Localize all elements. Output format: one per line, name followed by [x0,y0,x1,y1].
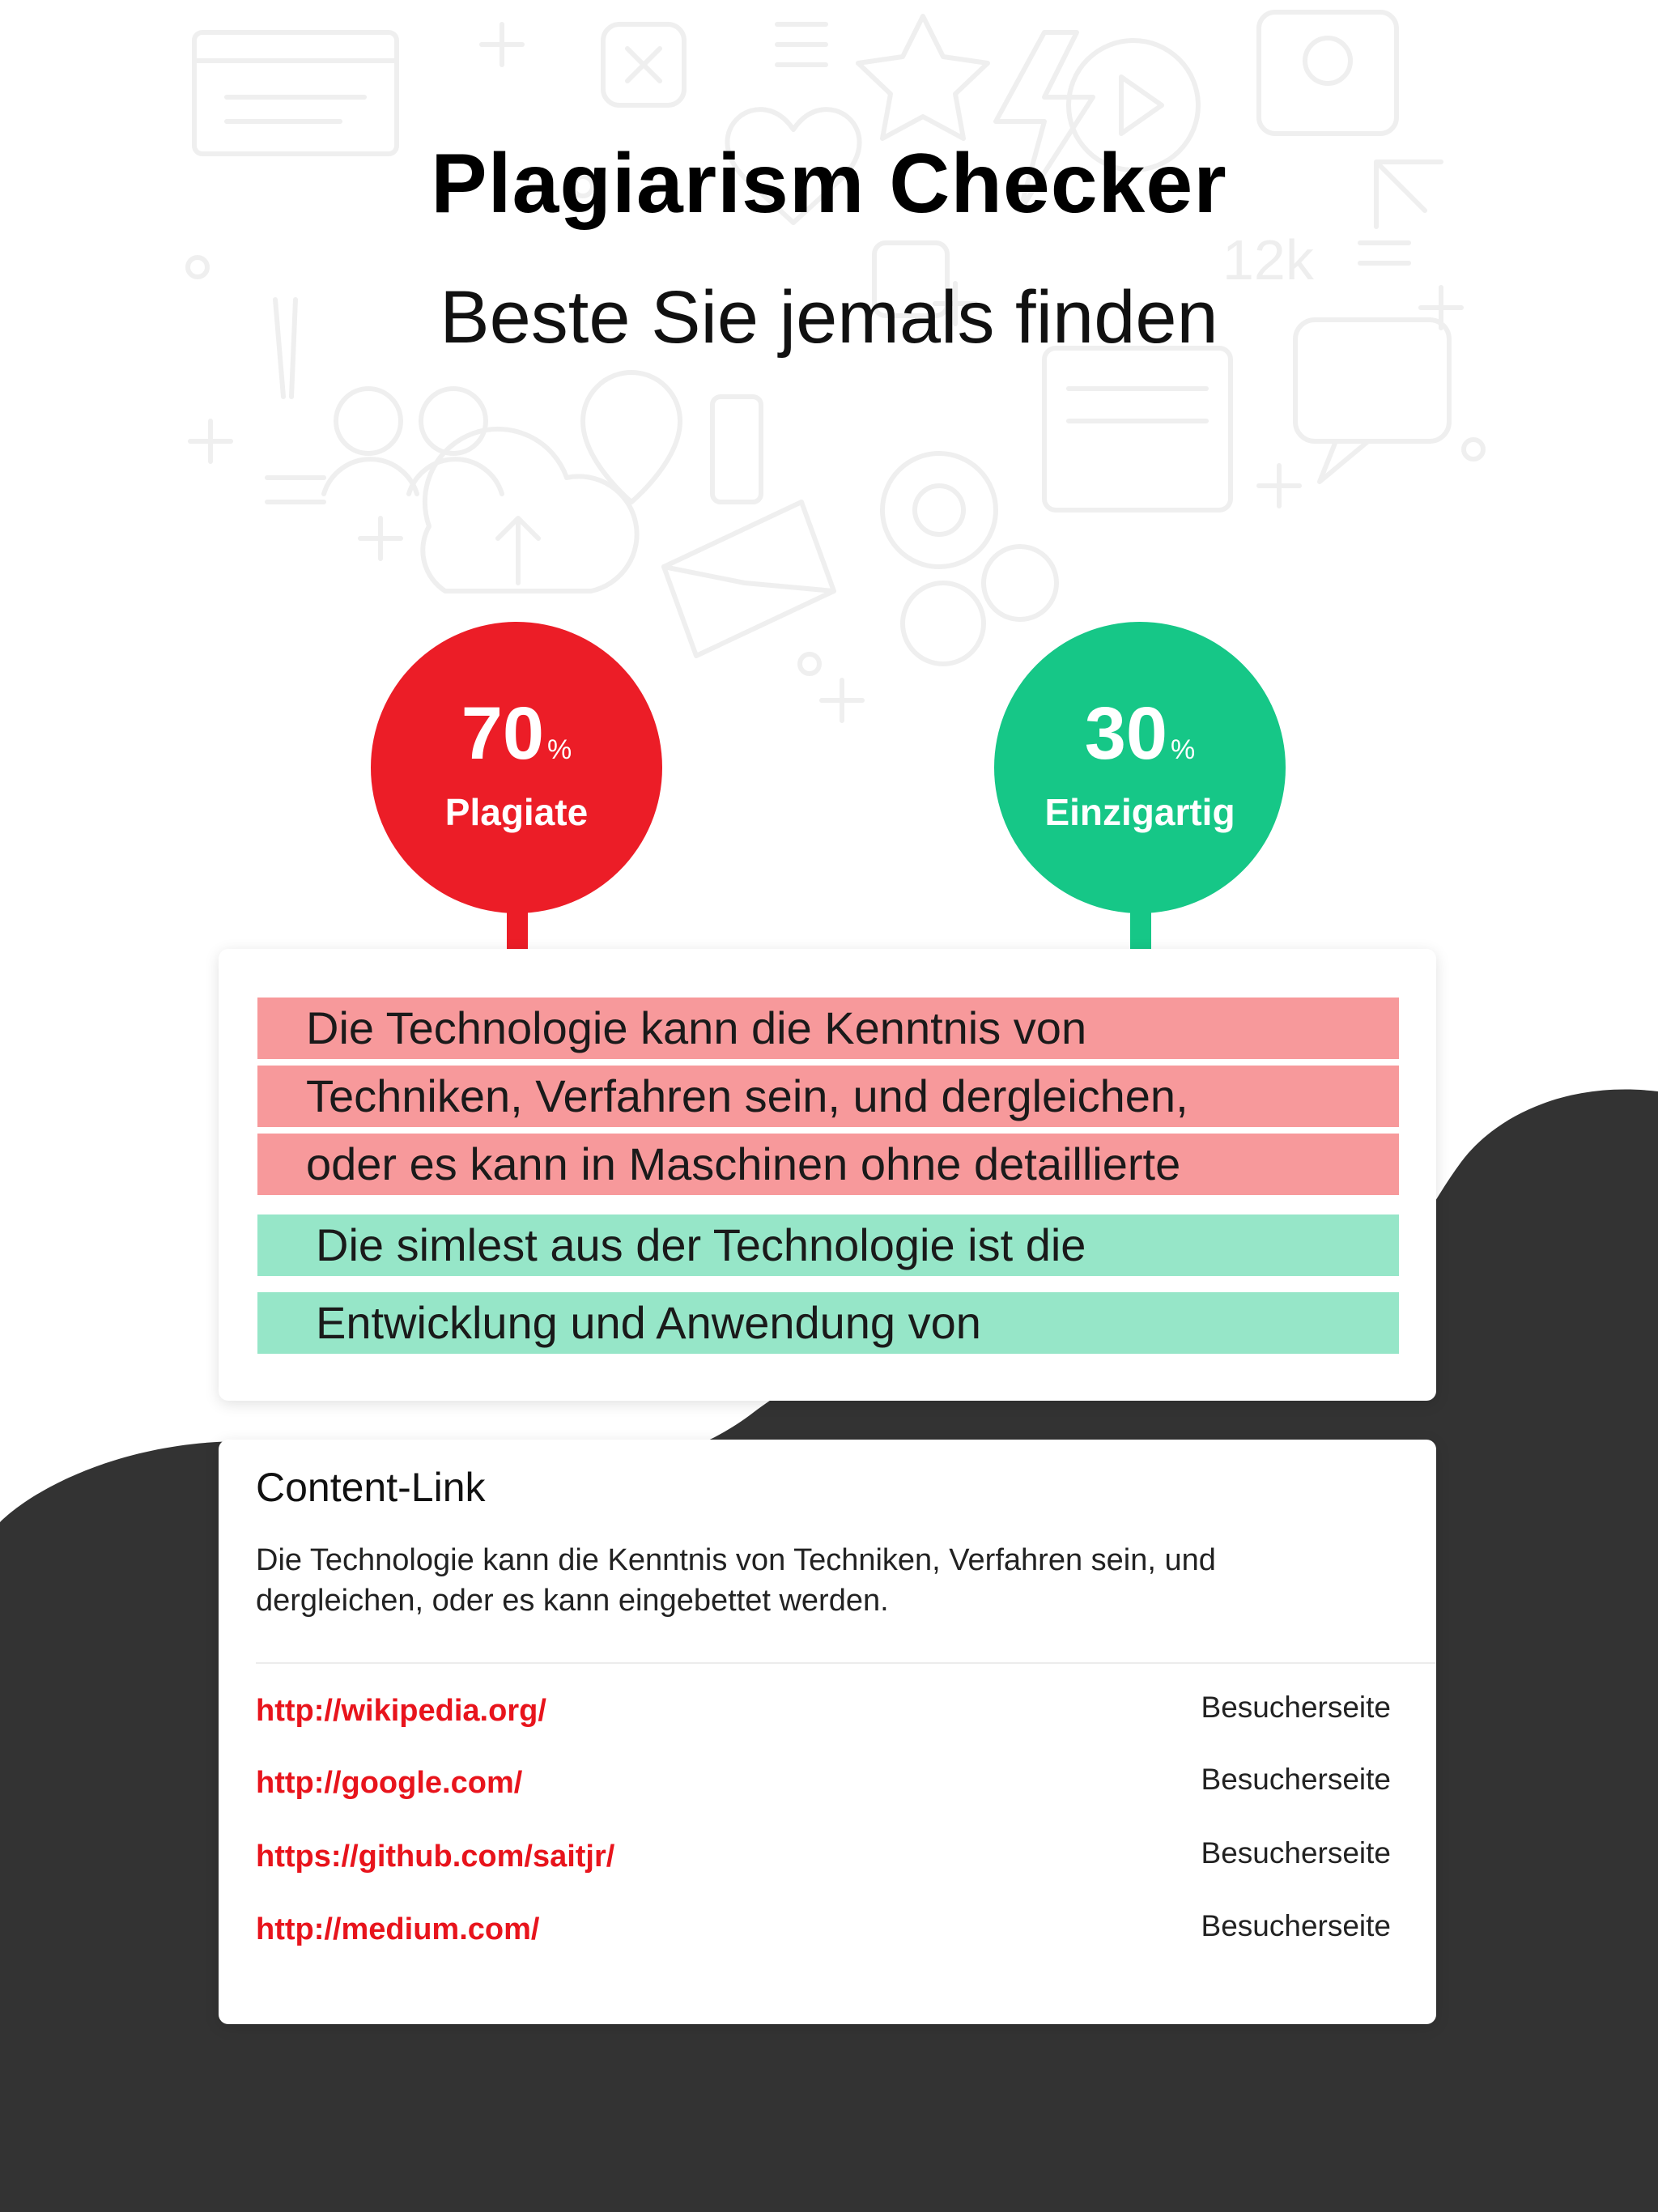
plagiarism-percentage: 70% [371,696,662,771]
link-row: http://medium.com/ Besucherseite [256,1909,1391,1961]
location-pin-icon [580,370,682,504]
background-icon-pattern: 12k [185,10,1486,723]
unique-label: Einzigartig [1044,791,1235,833]
gear-icon [880,451,998,569]
plagiarism-pin-stem [507,905,528,954]
source-link[interactable]: http://medium.com/ [256,1912,540,1946]
link-row: http://google.com/ Besucherseite [256,1763,1391,1814]
plagiarism-value: 70 [461,692,545,775]
browser-window-icon [192,30,399,156]
users-icon [334,386,403,456]
plagiarized-line: Techniken, Verfahren sein, und dergleich… [257,1066,1399,1127]
plagiarism-circle: 70% Plagiate [371,622,662,913]
source-link[interactable]: http://google.com/ [256,1766,523,1800]
cursor-icon [1374,160,1443,229]
visit-page-link[interactable]: Besucherseite [1201,1909,1391,1942]
percent-sign: % [547,734,572,765]
star-icon [856,14,990,141]
page-title: Plagiarism Checker [431,137,1227,231]
contact-card-icon [1256,10,1399,136]
visit-page-link[interactable]: Besucherseite [1201,1691,1391,1724]
unique-pin-stem [1130,905,1151,954]
plagiarism-label: Plagiate [444,791,589,833]
close-box-icon [601,22,687,108]
chat-bubble-icon [1293,317,1452,444]
visit-page-link[interactable]: Besucherseite [1201,1763,1391,1796]
checked-text-card: Die Technologie kann die Kenntnis von Te… [219,949,1436,1401]
percent-sign: % [1171,734,1196,765]
unique-percentage: 30% [994,696,1286,771]
page-subtitle: Beste Sie jemals finden [440,276,1218,359]
svg-text:12k: 12k [1222,228,1315,291]
unique-circle: 30% Einzigartig [994,622,1286,913]
unique-value: 30 [1084,692,1168,775]
cloud-upload-icon [420,426,640,593]
divider [256,1662,1436,1664]
content-link-title: Content-Link [256,1465,486,1510]
link-row: https://github.com/saitjr/ Besucherseite [256,1836,1391,1888]
unique-stat: 30% Einzigartig [994,622,1286,954]
unique-line: Die simlest aus der Technologie ist die [257,1214,1399,1276]
content-link-description: Die Technologie kann die Kenntnis von Te… [256,1543,1216,1618]
plagiarized-line: Die Technologie kann die Kenntnis von [257,998,1399,1059]
plagiarized-line: oder es kann in Maschinen ohne detaillie… [257,1134,1399,1195]
content-link-card: Content-Link Die Technologie kann die Ke… [219,1440,1436,2024]
unique-line: Entwicklung und Anwendung von [257,1292,1399,1354]
source-link[interactable]: https://github.com/saitjr/ [256,1840,615,1874]
lightning-icon [993,30,1095,213]
play-icon [1066,38,1201,172]
source-link[interactable]: http://wikipedia.org/ [256,1694,546,1728]
heart-icon [725,107,862,225]
visit-page-link[interactable]: Besucherseite [1201,1836,1391,1870]
link-row: http://wikipedia.org/ Besucherseite [256,1691,1391,1742]
document-icon [1042,346,1233,513]
plagiarism-stat: 70% Plagiate [371,622,662,954]
